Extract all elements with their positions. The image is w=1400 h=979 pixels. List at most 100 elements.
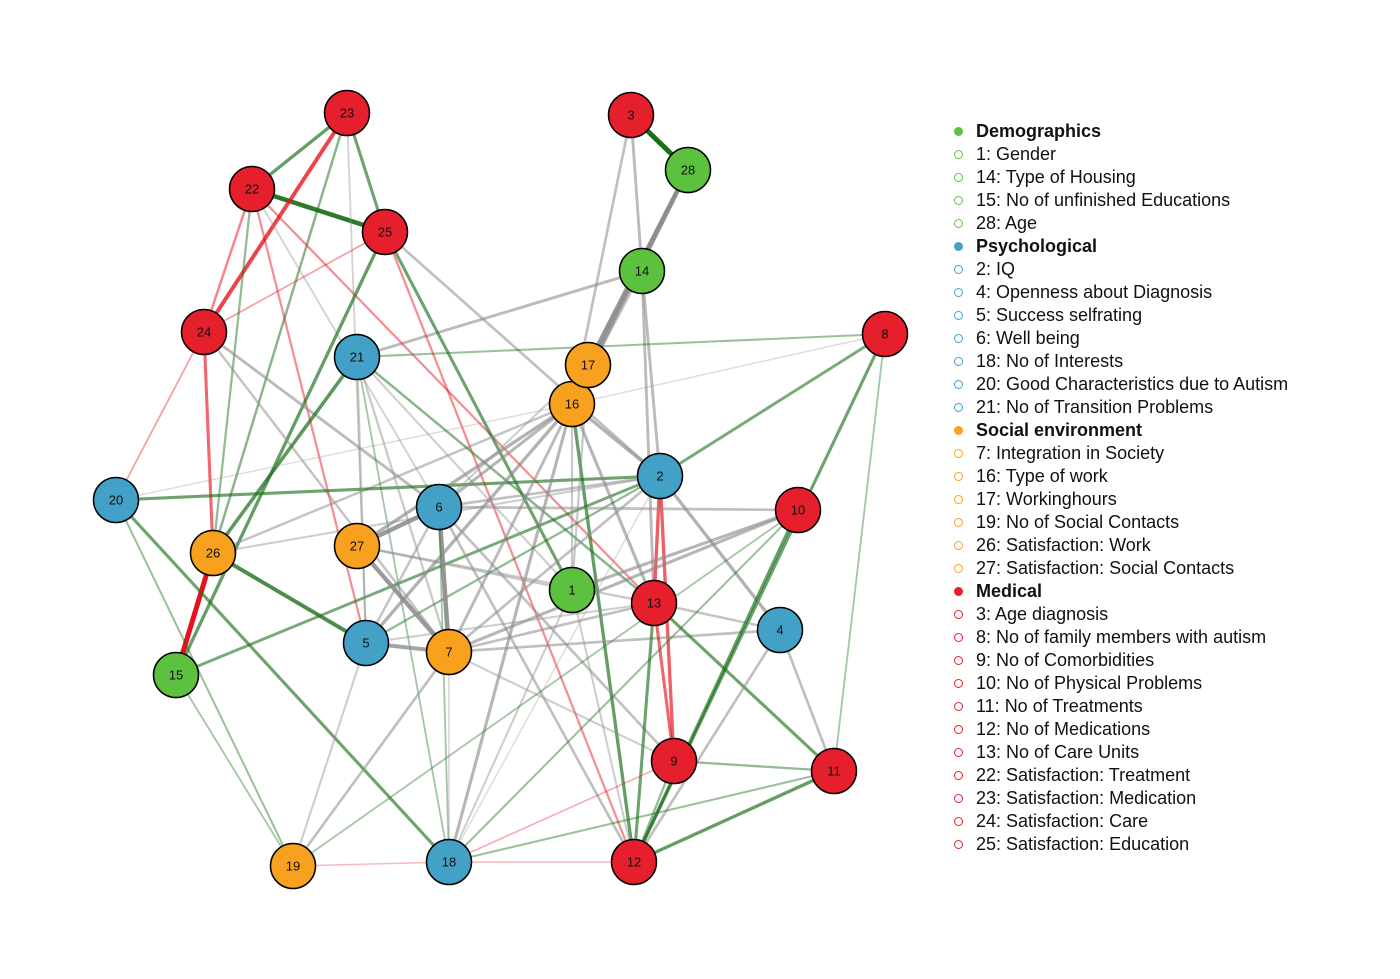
filled-circle-icon [954,426,963,435]
open-circle-icon [954,472,963,481]
open-circle-icon [954,725,963,734]
open-circle-icon [954,771,963,780]
legend-group-label: Demographics [976,121,1102,141]
edge-21-8 [355,332,887,359]
legend-group-label: Psychological [976,236,1098,256]
edge-10-12 [632,508,800,864]
legend-group-label: Social environment [976,420,1143,440]
edge-16-13 [570,402,656,605]
legend-item-label: 2: IQ [976,259,1016,279]
open-circle-icon [954,334,963,343]
open-circle-icon [954,518,963,527]
legend-item-label: 7: Integration in Society [976,443,1165,463]
node-28: 28 [664,146,712,194]
edge-27-7 [354,543,452,655]
node-22: 22 [228,165,276,213]
node-11: 11 [810,747,858,795]
edge-26-21 [211,355,359,555]
node-2: 2 [636,452,684,500]
open-circle-icon [954,633,963,642]
node-label: 7 [445,645,452,660]
legend-item-label: 18: No of Interests [976,351,1124,371]
edge-16-6 [437,402,574,509]
legend-item-label: 11: No of Treatments [976,696,1143,716]
node-circle [861,310,909,358]
edge-25-24 [203,231,386,333]
node-label: 14 [635,264,649,279]
edge-9-18 [448,760,675,863]
node-circle [269,842,317,890]
node-label: 17 [581,358,595,373]
edge-6-5 [364,505,441,645]
edge-1-18 [447,588,574,864]
node-18: 18 [425,838,473,886]
node-21: 21 [333,333,381,381]
node-label: 6 [435,500,442,515]
open-circle-icon [954,219,963,228]
node-label: 8 [881,327,888,342]
node-20: 20 [92,476,140,524]
legend-item-label: 16: Type of work [976,466,1108,486]
open-circle-icon [954,748,963,757]
edge-8-2 [658,332,887,478]
edge-22-5 [250,187,368,645]
node-label: 9 [670,754,677,769]
edge-21-7 [355,355,451,654]
legend-item-label: 20: Good Characteristics due to Autism [976,374,1289,394]
legend-item: 7: Integration in Society [954,442,1288,465]
edge-14-13 [640,269,656,605]
node-circle [618,247,666,295]
legend-item-label: 5: Success selfrating [976,305,1143,325]
edge-6-18 [438,506,450,863]
legend-item-label: 12: No of Medications [976,719,1151,739]
edge-25-2 [383,230,662,478]
edge-16-27 [355,402,574,548]
node-1: 1 [548,566,596,614]
open-circle-icon [954,311,963,320]
legend-group-medical: Medical [954,580,1288,603]
legend-item: 9: No of Comorbidities [954,649,1288,672]
legend-item-label: 24: Satisfaction: Care [976,811,1149,831]
open-circle-icon [954,541,963,550]
legend-group-label: Medical [976,581,1043,601]
node-circle [425,838,473,886]
node-circle [607,91,655,139]
legend-group-social-environment: Social environment [954,419,1288,442]
edge-20-19 [114,498,295,868]
node-circle [664,146,712,194]
legend-group-demographics: Demographics [954,120,1288,143]
open-circle-icon [954,403,963,412]
legend-item-label: 19: No of Social Contacts [976,512,1180,532]
edge-24-6 [202,330,441,509]
open-circle-icon [954,357,963,366]
open-circle-icon [954,840,963,849]
legend-item: 24: Satisfaction: Care [954,810,1288,833]
node-circle [425,628,473,676]
open-circle-icon [954,817,963,826]
node-circle [189,529,237,577]
open-circle-icon [954,610,963,619]
edge-11-18 [447,769,836,864]
filled-circle-icon [954,127,963,136]
node-circle [180,308,228,356]
edge-2-4 [658,474,782,632]
edge-16-7 [447,402,574,654]
node-19: 19 [269,842,317,890]
edge-16-18 [447,402,574,864]
node-label: 1 [568,583,575,598]
edge-10-19 [292,509,799,867]
node-layer: 1234567891011121314151617181920212223242… [92,89,909,890]
edge-9-11 [672,759,836,773]
edge-6-12 [437,505,636,864]
legend-item-label: 15: No of unfinished Educations [976,190,1231,210]
node-label: 3 [627,108,634,123]
edge-24-23 [202,111,349,334]
node-14: 14 [618,247,666,295]
node-15: 15 [152,651,200,699]
network-graph: 1234567891011121314151617181920212223242… [92,89,909,890]
legend-item-label: 25: Satisfaction: Education [976,834,1190,854]
legend: Demographics 1: Gender 14: Type of Housing… [954,120,1288,856]
node-7: 7 [425,628,473,676]
node-circle [415,483,463,531]
open-circle-icon [954,679,963,688]
